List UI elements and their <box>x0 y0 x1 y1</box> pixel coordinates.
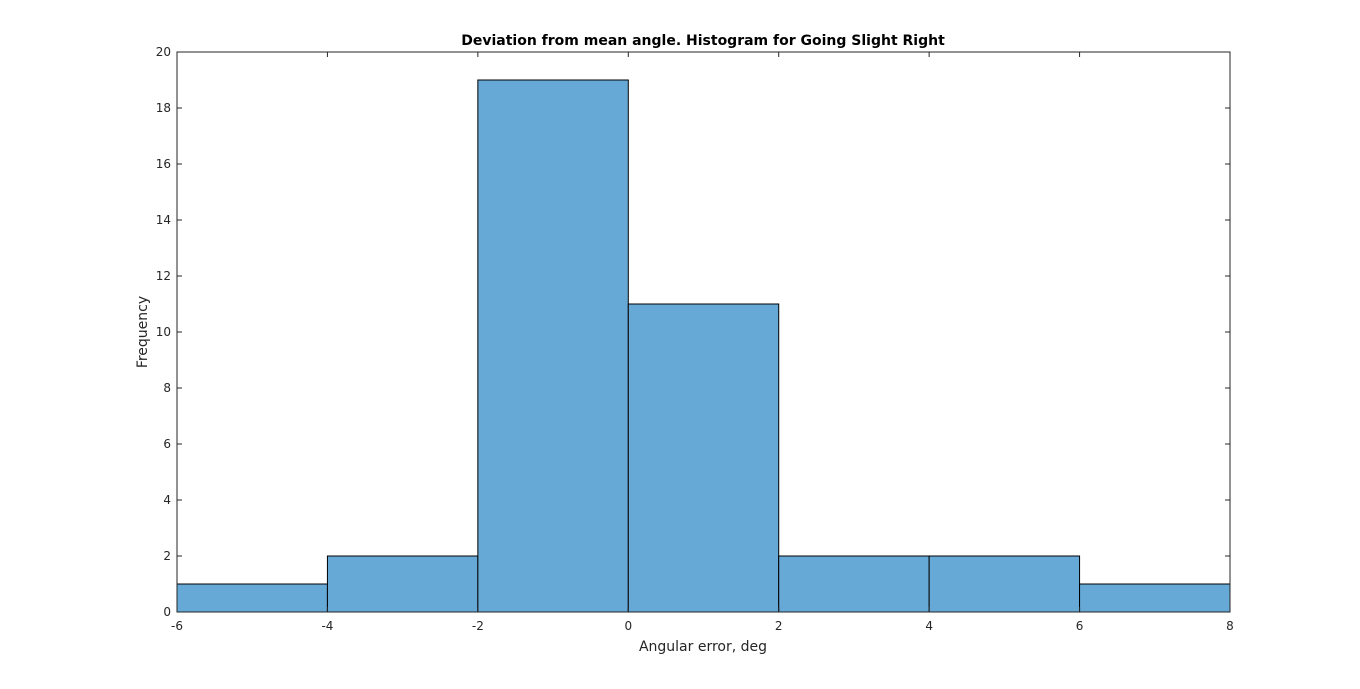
y-tick-label: 12 <box>156 269 171 283</box>
histogram-bar <box>928 555 1081 613</box>
x-tick-label: 6 <box>1076 619 1084 633</box>
y-tick-label: 18 <box>156 101 171 115</box>
x-tick-label: 2 <box>775 619 783 633</box>
x-tick-label: -4 <box>321 619 333 633</box>
histogram-bar <box>477 79 629 613</box>
y-tick-label: 16 <box>156 157 171 171</box>
y-axis-label: Frequency <box>135 296 151 368</box>
histogram-bar <box>778 555 930 613</box>
bars-group <box>176 79 1231 613</box>
x-tick-label: 0 <box>624 619 632 633</box>
y-tick-label: 0 <box>163 605 171 619</box>
y-tick-label: 10 <box>156 325 171 339</box>
ticks-group: -6 -4 -2 0 2 4 6 8 0 2 4 6 8 10 12 14 16 18 20 <box>156 45 1234 633</box>
histogram-bar <box>627 303 780 613</box>
y-tick-label: 20 <box>156 45 171 59</box>
y-tick-label: 8 <box>163 381 171 395</box>
x-tick-label: 4 <box>925 619 933 633</box>
y-tick-label: 14 <box>156 213 171 227</box>
histogram-bar <box>326 555 479 613</box>
x-tick-label: -6 <box>171 619 183 633</box>
x-tick-label: -2 <box>472 619 484 633</box>
x-tick-label: 8 <box>1226 619 1234 633</box>
y-tick-label: 2 <box>163 549 171 563</box>
histogram-bar <box>1079 583 1231 613</box>
x-axis-label: Angular error, deg <box>639 639 767 655</box>
y-tick-label: 4 <box>163 493 171 507</box>
chart-title: Deviation from mean angle. Histogram for… <box>461 33 945 49</box>
y-tick-label: 6 <box>163 437 171 451</box>
histogram-bar <box>176 583 328 613</box>
